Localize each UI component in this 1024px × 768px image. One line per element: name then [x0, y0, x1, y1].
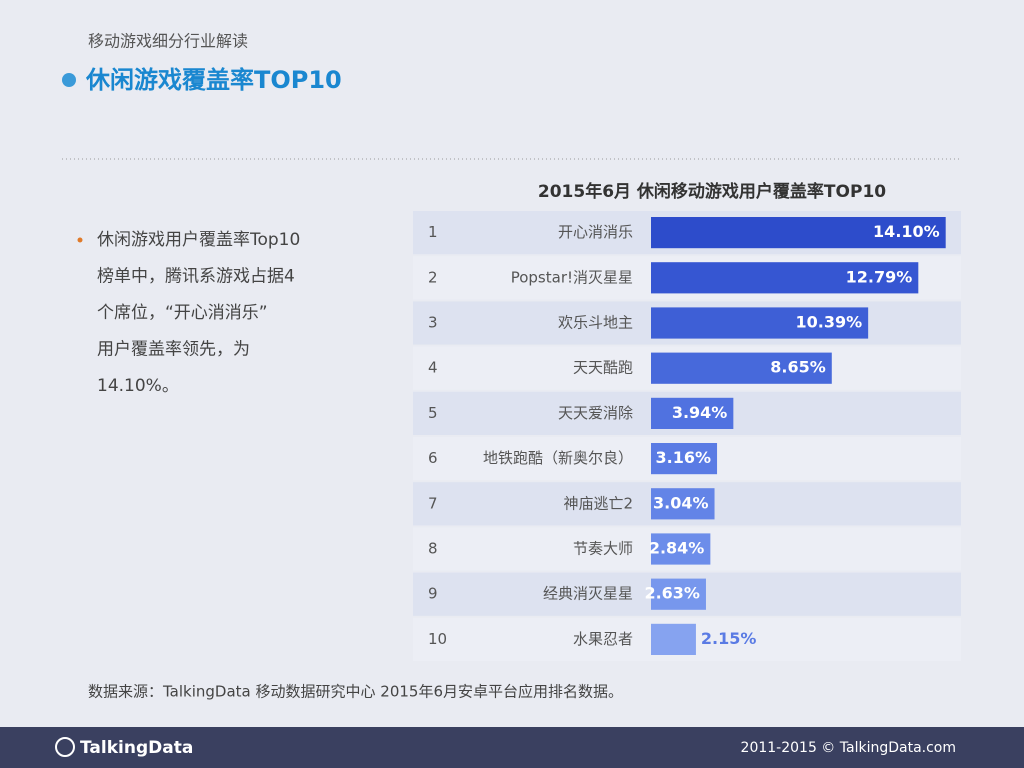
category: 节奏大师 [573, 540, 633, 558]
value-label: 2.15% [701, 629, 757, 648]
rank: 1 [428, 223, 438, 241]
title: 休闲游戏覆盖率TOP10 [85, 66, 342, 94]
bar [651, 443, 718, 475]
category: 欢乐斗地主 [558, 314, 633, 332]
chart-title: 2015年6月 休闲移动游戏用户覆盖率TOP10 [538, 181, 886, 202]
bullet-line: 用户覆盖率领先，为 [97, 340, 250, 360]
bar [651, 352, 832, 384]
bar [651, 217, 946, 249]
bar [651, 623, 696, 655]
value-label: 2.84% [649, 539, 705, 558]
bullet-line: 个席位，“开心消消乐” [97, 303, 268, 323]
footer-bar [0, 727, 1024, 768]
bar [651, 307, 869, 339]
rank: 3 [428, 314, 438, 332]
rank: 2 [428, 268, 438, 286]
category: 天天酷跑 [573, 359, 633, 377]
category: 地铁跑酷（新奥尔良） [483, 449, 633, 467]
footer-copyright: 2011-2015 © TalkingData.com [741, 740, 956, 756]
value-label: 8.65% [770, 358, 826, 377]
subtitle: 移动游戏细分行业解读 [88, 32, 248, 51]
value-label: 14.10% [873, 222, 940, 241]
category: Popstar!消灭星星 [511, 268, 633, 286]
rank: 5 [428, 404, 438, 422]
bullet-line: 休闲游戏用户覆盖率Top10 [97, 230, 300, 250]
category: 天天爱消除 [558, 404, 633, 422]
category: 经典消灭星星 [543, 585, 633, 603]
category: 开心消消乐 [558, 223, 633, 241]
rank: 9 [428, 585, 438, 603]
title-dot [62, 73, 76, 87]
logo-icon [55, 737, 75, 757]
bullet-text: 休闲游戏用户覆盖率Top10 榜单中，腾讯系游戏占据4 个席位，“开心消消乐” 用户覆… [97, 230, 300, 396]
rank: 7 [428, 494, 438, 512]
bullet-dot [77, 237, 83, 243]
bar [651, 262, 919, 294]
bar [651, 488, 715, 520]
bullet-line: 榜单中，腾讯系游戏占据4 [97, 267, 295, 287]
rank: 8 [428, 540, 438, 558]
bar [651, 578, 706, 610]
bar [651, 397, 734, 429]
value-label: 10.39% [796, 313, 863, 332]
category: 神庙逃亡2 [563, 494, 633, 512]
table: 1 开心消消乐 14.10% 2 Popstar!消灭星星 12.79% 3 欢乐斗地主 10.… [413, 211, 961, 661]
value-label: 2.63% [644, 584, 700, 603]
bullet-line: 14.10%。 [97, 376, 179, 396]
value-label: 3.94% [672, 403, 728, 422]
rank: 6 [428, 449, 438, 467]
footer-logo: TalkingData [80, 738, 193, 758]
rank: 4 [428, 359, 438, 377]
rank: 10 [428, 630, 447, 648]
category: 水果忍者 [573, 630, 633, 648]
value-label: 3.16% [656, 448, 712, 467]
source: 数据来源：TalkingData 移动数据研究中心 2015年6月安卓平台应用排… [88, 683, 623, 701]
bar [651, 533, 711, 565]
value-label: 3.04% [653, 493, 709, 512]
value-label: 12.79% [846, 267, 913, 286]
